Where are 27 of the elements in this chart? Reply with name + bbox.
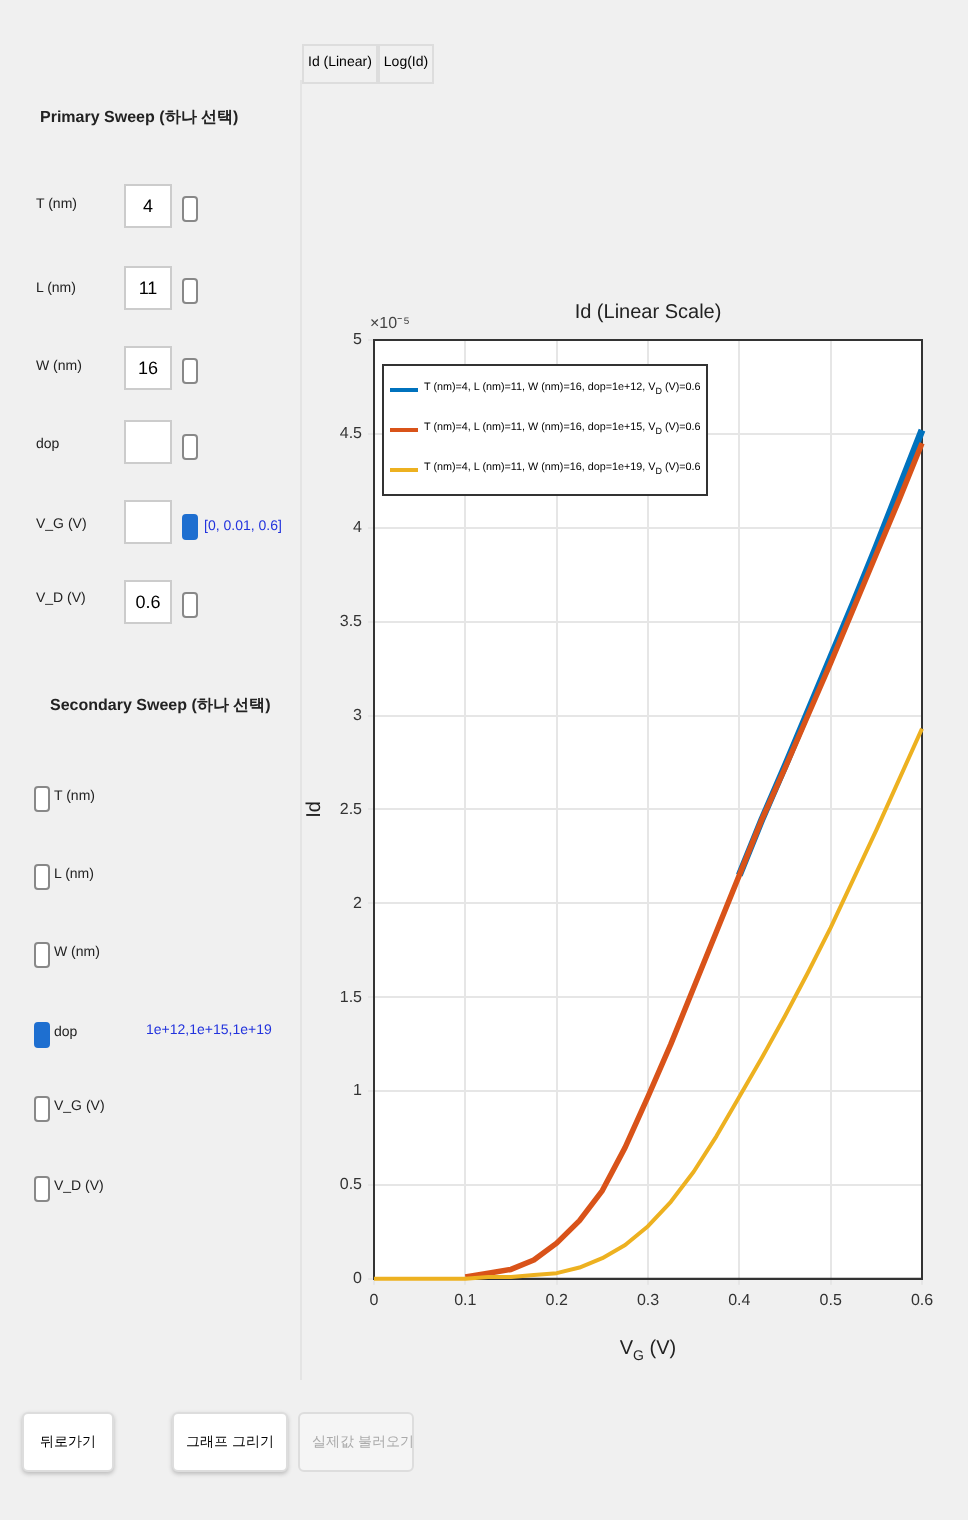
text: Secondary Sweep (하나 선택) (50, 694, 271, 718)
x-tick-label: 0.4 (728, 1290, 752, 1309)
chart-title: Id (Linear Scale) (574, 301, 722, 324)
y-tick-label: 4.5 (339, 424, 364, 443)
text: ×10⁻⁵ (370, 314, 410, 333)
y-tick-label: 3 (353, 705, 364, 724)
x-tick-label: 0.5 (819, 1290, 843, 1309)
y-tick-label: 1.5 (339, 987, 364, 1006)
y-tick-label: 0 (353, 1269, 364, 1288)
x-tick-label: 0 (369, 1290, 380, 1309)
x-tick-label: 0.2 (545, 1290, 569, 1309)
y-tick-label: 4 (353, 518, 364, 537)
x-tick-label: 0.3 (636, 1290, 661, 1309)
y-tick-label: 1 (353, 1081, 364, 1100)
x-tick-label: 0.6 (910, 1290, 935, 1309)
text: 4 (124, 184, 172, 228)
y-tick-label: 3.5 (339, 612, 364, 631)
text: Primary Sweep (하나 선택) (40, 106, 239, 130)
text: 11 (124, 266, 172, 310)
x-tick-label: 0.1 (454, 1290, 478, 1309)
y-tick-label: 2.5 (339, 799, 364, 818)
text: 16 (124, 346, 172, 390)
y-axis-title: Id (303, 801, 326, 818)
y-tick-label: 2 (353, 893, 364, 912)
text: 0.6 (124, 580, 172, 624)
y-tick-label: 5 (353, 330, 364, 349)
y-tick-label: 0.5 (339, 1175, 364, 1194)
